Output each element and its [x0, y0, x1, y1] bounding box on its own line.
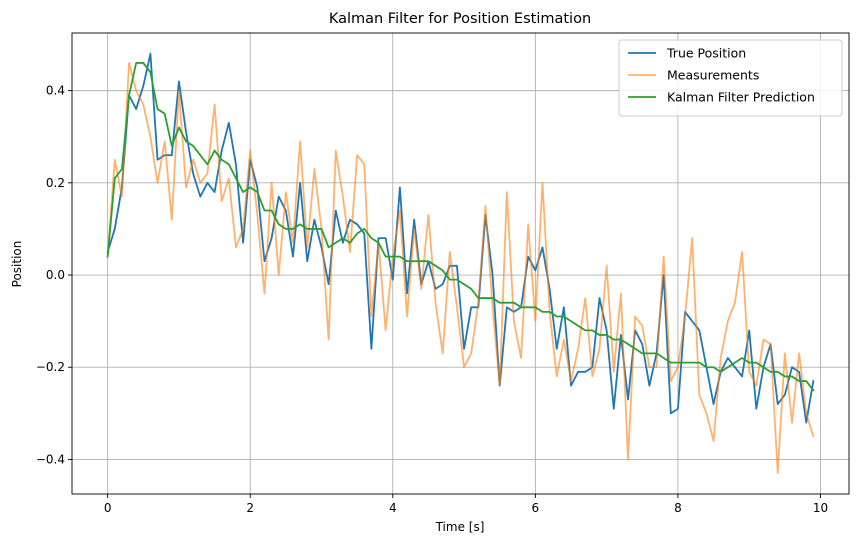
- x-tick-label: 4: [389, 501, 397, 515]
- x-axis-label: Time [s]: [435, 520, 485, 534]
- chart-title: Kalman Filter for Position Estimation: [329, 11, 591, 27]
- y-tick-label: 0.2: [46, 176, 65, 190]
- y-axis: −0.4 −0.2 0.0 0.2 0.4: [36, 84, 72, 466]
- x-tick-label: 2: [246, 501, 254, 515]
- y-axis-label: Position: [10, 241, 24, 288]
- y-tick-label: −0.2: [36, 360, 65, 374]
- x-tick-label: 6: [532, 501, 540, 515]
- x-axis: 0 2 4 6 8 10: [104, 494, 828, 515]
- x-tick-label: 0: [104, 501, 112, 515]
- series-line-measurements: [106, 62, 815, 475]
- y-tick-label: 0.0: [46, 268, 65, 282]
- series-line-kalman-filter-prediction: [106, 62, 815, 392]
- legend-label-true-position: True Position: [666, 46, 746, 61]
- x-tick-label: 10: [813, 501, 828, 515]
- legend-box: [618, 39, 843, 117]
- x-tick-label: 8: [674, 501, 682, 515]
- legend-label-measurements: Measurements: [667, 68, 759, 83]
- plot-frame: [71, 32, 850, 495]
- y-tick-label: −0.4: [36, 452, 65, 466]
- y-tick-label: 0.4: [46, 84, 65, 98]
- legend: True Position Measurements Kalman Filter P…: [618, 39, 843, 117]
- legend-label-kalman-filter-prediction: Kalman Filter Prediction: [667, 90, 815, 105]
- plot-area: [106, 52, 815, 475]
